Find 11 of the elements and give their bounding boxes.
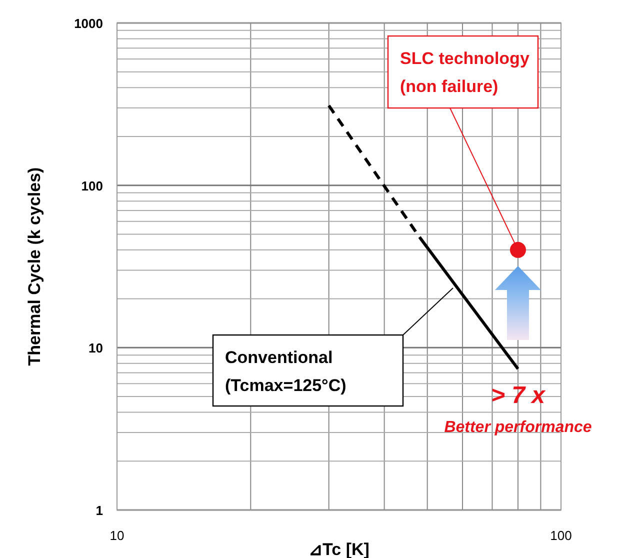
y-tick-label: 1000	[74, 16, 103, 31]
y-axis-title: Thermal Cycle (k cycles)	[25, 167, 44, 366]
annotation: Conventional (Tcmax=125°C)	[225, 348, 346, 395]
y-tick-label: 100	[81, 178, 103, 194]
annotation: Better performance	[444, 419, 592, 436]
y-tick-label: 1	[96, 503, 103, 518]
y-tick-label: 10	[88, 340, 103, 356]
callout-box: Conventional (Tcmax=125°C)	[212, 288, 454, 407]
callout-box: SLC technology (non failure)	[387, 35, 539, 250]
annotation: SLC technology (non failure)	[400, 49, 530, 96]
annotation: > 7 x	[490, 382, 547, 409]
